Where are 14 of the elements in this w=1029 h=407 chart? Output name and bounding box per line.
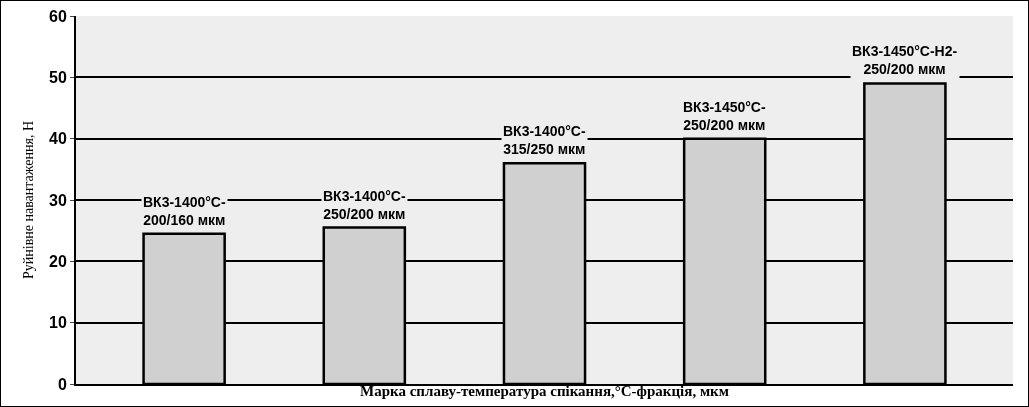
x-tick-label: ВК3-1450°С-250/200 мкм — [683, 99, 766, 134]
x-tick-label: ВК3-1400°С-315/250 мкм — [503, 123, 586, 158]
y-tick-label: 0 — [57, 375, 67, 393]
y-tick-label: 20 — [49, 252, 67, 270]
y-tick-label: 40 — [49, 130, 67, 148]
y-axis-title: Руйнівне навантаження, Н — [21, 120, 37, 280]
y-tick-label: 10 — [49, 314, 67, 332]
y-tick-label: 60 — [49, 7, 67, 25]
x-axis-title: Марка сплаву-температура спікання,°С-фракція, мкм — [360, 382, 729, 399]
x-tick-label: ВК3-1450°С-Н2-250/200 мкм — [852, 43, 958, 78]
y-tick-label: 30 — [49, 191, 67, 209]
x-tick-label: ВК3-1400°С-250/200 мкм — [323, 188, 406, 223]
y-tick-label: 50 — [49, 68, 67, 86]
x-tick-label: ВК3-1400°С-200/160 мкм — [143, 194, 226, 229]
